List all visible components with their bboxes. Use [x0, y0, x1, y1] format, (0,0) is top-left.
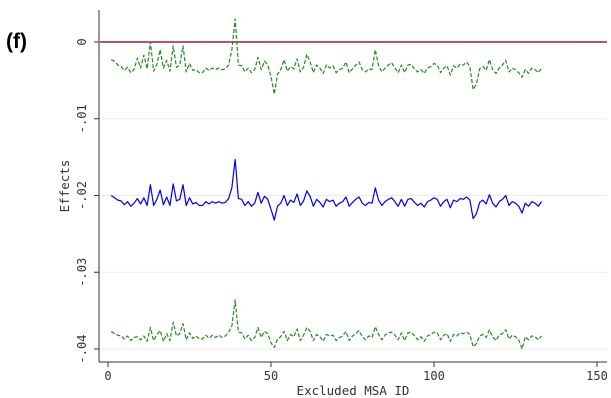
- series-line-upper-bound: [111, 18, 543, 95]
- x-tick-label: 0: [104, 369, 111, 383]
- x-tick-label: 150: [586, 369, 608, 383]
- x-tick-label: 50: [264, 369, 278, 383]
- x-axis-title: Excluded MSA ID: [297, 383, 410, 398]
- y-tick-label: -.02: [75, 181, 89, 210]
- series-line-estimate: [110, 158, 543, 221]
- y-tick-label: 0: [75, 38, 89, 45]
- series-lines: [110, 18, 543, 350]
- y-tick-label: -.03: [75, 258, 89, 287]
- x-tick-label: 100: [423, 369, 445, 383]
- panel-label: (f): [6, 30, 27, 53]
- series-line-lower-bound: [110, 299, 543, 350]
- tick-labels: 0 -.01 -.02 -.03 -.04 0 50 100 150: [75, 38, 608, 383]
- y-tick-label: -.01: [75, 104, 89, 133]
- y-tick-label: -.04: [75, 335, 89, 364]
- grid-lines: [100, 118, 607, 350]
- axes: [98, 10, 607, 363]
- y-axis-title: Effects: [57, 160, 72, 213]
